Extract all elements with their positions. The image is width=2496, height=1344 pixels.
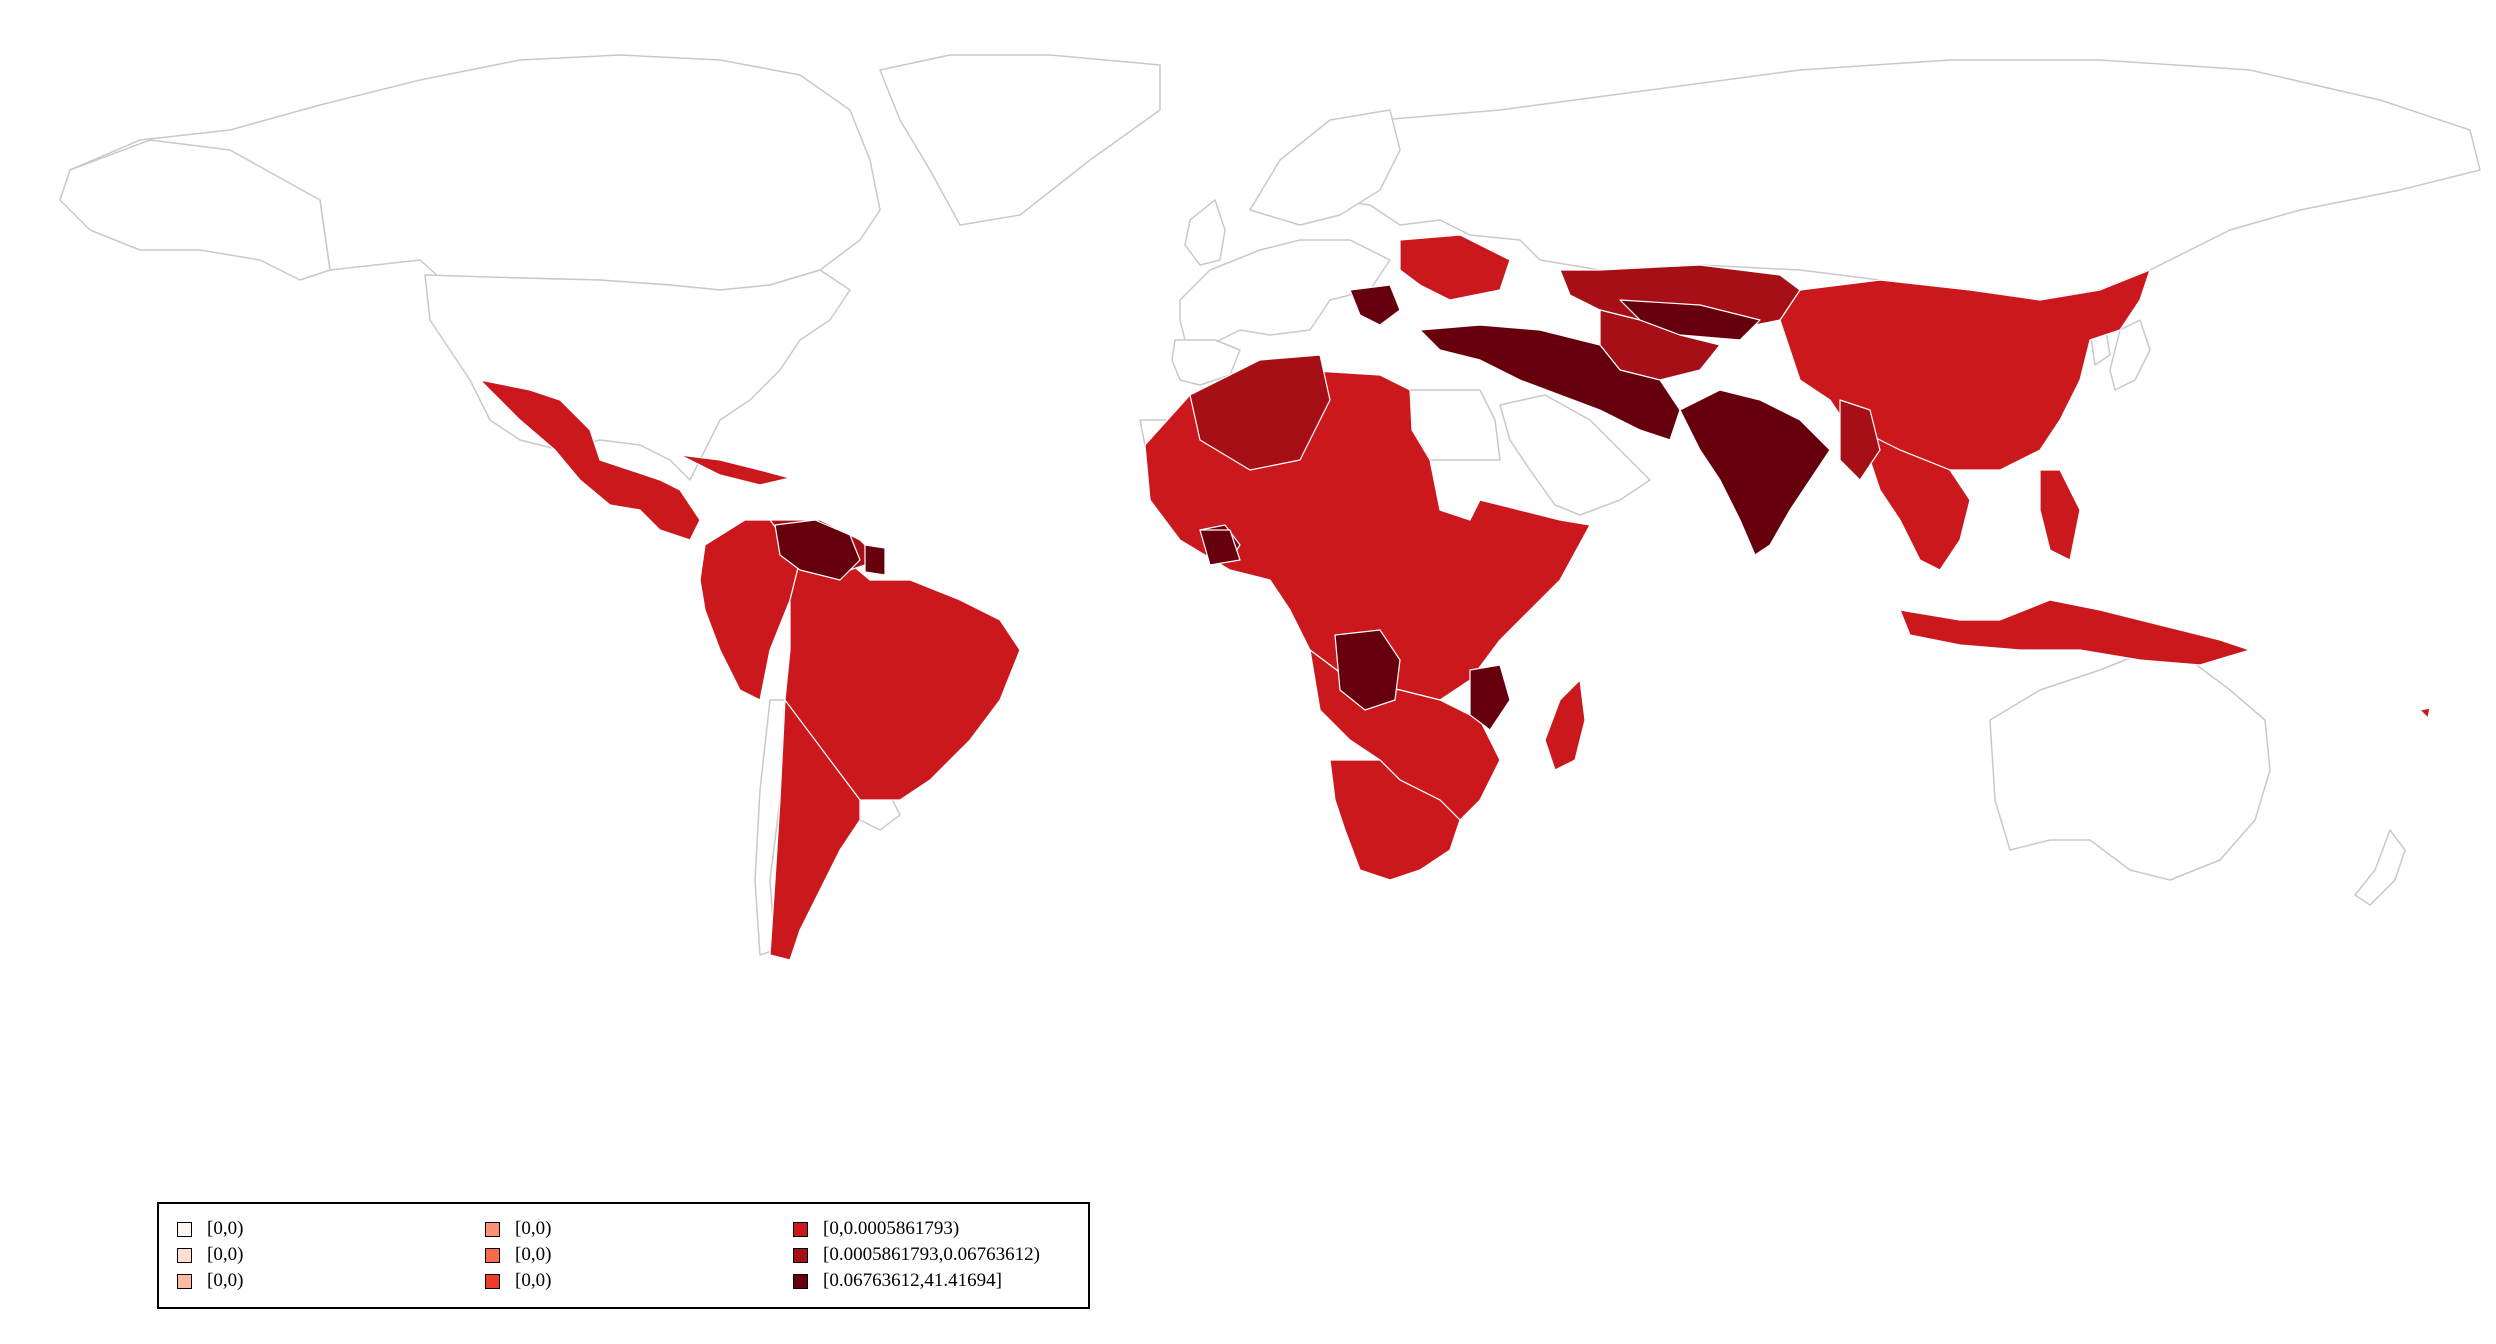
legend-swatch (485, 1221, 500, 1237)
uk-ireland (1184, 199, 1226, 266)
legend-label: [0,0) (515, 1244, 552, 1265)
iberia (1171, 339, 1241, 386)
myanmar-thailand (1839, 399, 1881, 481)
class-4-regions (479, 234, 2431, 961)
legend-item: [0,0) (177, 1244, 243, 1266)
data-regions (479, 234, 2431, 961)
scandinavia (1249, 109, 1401, 226)
legend-item: [0.06763612,41.41694] (793, 1270, 1002, 1292)
india (1679, 389, 1831, 556)
cuba-caribbean (679, 454, 791, 486)
madagascar (1544, 679, 1586, 771)
southeast-asia (1859, 429, 1971, 571)
legend-swatch (793, 1221, 808, 1237)
suriname (864, 544, 886, 576)
mozambique-malawi (1469, 664, 1511, 731)
legend-item: [0,0) (177, 1218, 243, 1240)
legend-item: [0,0) (485, 1244, 551, 1266)
legend-item: [0,0) (485, 1270, 551, 1292)
legend-item: [0,0.0005861793) (793, 1218, 959, 1240)
class-6-regions (774, 284, 1831, 731)
legend-label: [0,0) (207, 1244, 244, 1265)
fiji (2419, 707, 2431, 719)
indonesia-png (1899, 599, 2251, 666)
legend-swatch (177, 1247, 192, 1263)
canada (69, 54, 881, 291)
legend-swatch (177, 1221, 192, 1237)
balkans (1349, 284, 1401, 326)
legend-label: [0.0005861793,0.06763612) (823, 1244, 1040, 1265)
legend-swatch (177, 1273, 192, 1289)
legend-swatch (485, 1273, 500, 1289)
map-legend: [0,0) [0,0) [0,0) [0,0) [0,0) [0,0) [0,0.00058… (157, 1202, 1090, 1309)
legend-label: [0,0) (515, 1270, 552, 1291)
philippines (2039, 469, 2081, 561)
mexico-central-america (479, 379, 701, 541)
australia (1989, 649, 2271, 881)
greenland (879, 54, 1161, 226)
algeria-libya (1189, 354, 1331, 471)
turkey-iran-afghanistan-pakistan (1419, 324, 1681, 441)
legend-swatch (793, 1273, 808, 1289)
legend-label: [0,0) (515, 1218, 552, 1239)
ivory-coast-ghana (1199, 529, 1241, 566)
legend-item: [0.0005861793,0.06763612) (793, 1244, 1040, 1266)
legend-item: [0,0) (485, 1218, 551, 1240)
new-zealand (2354, 829, 2406, 906)
legend-label: [0,0.0005861793) (823, 1218, 960, 1239)
china-mongolia (1779, 269, 2151, 471)
south-africa-region (1329, 759, 1461, 881)
legend-swatch (485, 1247, 500, 1263)
legend-label: [0,0) (207, 1270, 244, 1291)
venezuela (774, 519, 861, 581)
ukraine (1399, 234, 1511, 301)
legend-label: [0.06763612,41.41694] (823, 1270, 1002, 1291)
argentina (769, 699, 861, 961)
legend-label: [0,0) (207, 1218, 244, 1239)
alaska (59, 139, 331, 281)
caucasus-uzbekistan (1619, 299, 1761, 341)
usa (424, 269, 851, 481)
legend-item: [0,0) (177, 1270, 243, 1292)
angola (1334, 629, 1401, 711)
japan (2109, 319, 2151, 391)
arabian-peninsula (1499, 394, 1651, 516)
legend-swatch (793, 1247, 808, 1263)
